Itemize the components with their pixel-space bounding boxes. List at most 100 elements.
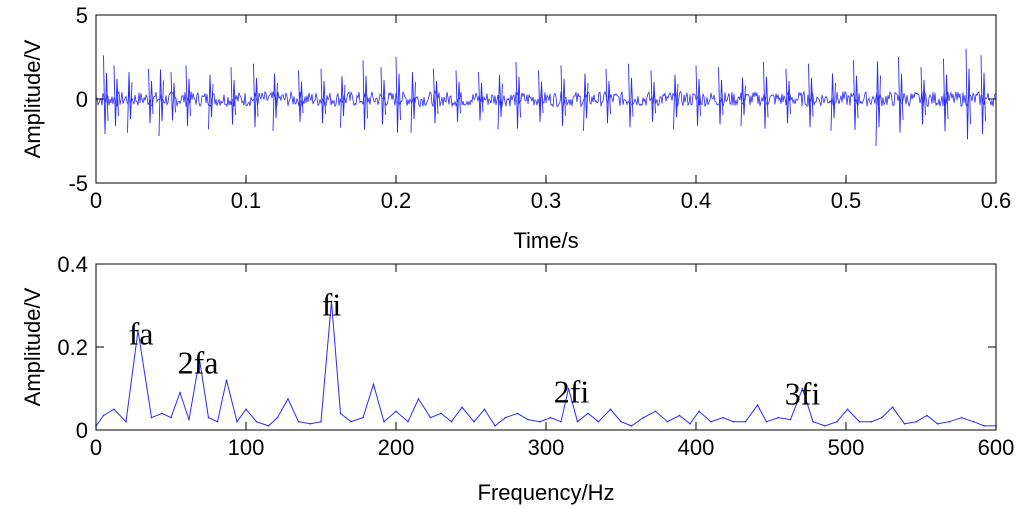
peak-label: fi [322,287,342,323]
y-ticks-time: 5 0 -5 [68,3,996,196]
spectrum-point [972,420,975,423]
signal-impulse [853,60,859,130]
spectrum-point [150,416,153,419]
x-tick-label: 0.5 [831,188,862,213]
spectrum-point [350,420,352,423]
spectrum-point [216,420,219,423]
plot-area-freq [95,263,997,431]
signal-impulse [965,48,971,140]
spectrum-point [320,420,322,423]
spectrum-point [440,412,442,415]
spectrum-point [915,420,918,423]
peak-annotations: fa 2fa fi 2fi 3fi [129,287,821,412]
spectrum-point [812,420,814,423]
signal-impulse [583,73,589,131]
spectrum-point [983,425,985,427]
spectrum-point [936,422,939,425]
spectrum-point [756,404,759,406]
spectrum-point [698,410,700,413]
spectrum-point [654,410,657,413]
spectrum-point [494,425,496,427]
spectrum-point [858,420,861,423]
y-tick-label: -5 [68,171,88,196]
spectrum-point [960,416,963,419]
spectrum-point [362,416,364,419]
spectrum-point [539,420,541,423]
peak-label: fa [129,316,154,352]
spectrum-point [504,416,507,419]
spectrum-point [642,416,645,419]
spectrum-series [95,300,997,427]
spectrum-point [732,420,735,423]
signal-impulse [650,70,656,122]
signal-impulse [478,72,484,121]
signal-impulse [673,74,679,130]
spectrum-point [207,416,210,419]
spectrum-point [372,383,375,386]
spectrum-point [330,300,333,303]
x-tick-label: 200 [378,435,415,460]
spectrum-point [846,408,849,411]
y-axis-label-freq: Amplitude/V [20,287,45,406]
spectrum-point [179,391,181,394]
spectrum-point [881,416,883,419]
spectrum-point [297,420,300,423]
spectrum-point [630,425,633,427]
spectrum-point [161,412,163,415]
signal-impulse [785,68,791,124]
spectrum-point [309,422,312,425]
y-axis-label-time: Amplitude/V [20,39,45,158]
y-tick-label: 0 [76,87,88,112]
signal-impulse [185,65,191,126]
spectrum-point [620,420,622,423]
signal-impulse [718,67,724,125]
signal-impulse [875,61,881,147]
spectrum-point [102,414,105,417]
x-tick-label: 0 [90,188,102,213]
signal-impulse [538,70,544,122]
x-tick-label: 0 [90,435,102,460]
spectrum-point [236,420,238,423]
y-tick-label: 0.2 [57,335,88,360]
spectrum-point [170,416,172,419]
x-ticks-freq: 0 100 200 300 400 500 600 [90,264,1014,460]
signal-impulse [920,67,926,125]
spectrum-point [429,416,432,419]
spectrum-point [722,416,724,419]
peak-label: 2fi [554,374,590,410]
signal-impulse [830,73,836,131]
x-tick-label: 400 [678,435,715,460]
spectrum-point [417,398,420,400]
spectrum-point [870,420,873,423]
spectrum-point [407,420,409,423]
spectrum-point [903,422,906,425]
signal-impulse [362,60,368,130]
spectrum-point [765,420,768,423]
signal-impulse [943,58,949,132]
signal-impulse [340,76,346,128]
spectrum-point [836,420,838,423]
x-tick-label: 300 [528,435,565,460]
spectrum-point [666,420,669,423]
signal-baseline-noise [95,90,997,108]
spectrum-point [609,408,612,411]
spectrum-line [95,301,996,427]
spectrum-point [567,387,570,390]
spectrum-point [678,414,681,417]
signal-impulse [158,69,164,136]
spectrum-point [287,398,289,400]
spectrum-point [560,420,562,423]
peak-label: 3fi [785,376,821,412]
signal-impulse [740,77,746,126]
x-ticks-time: 0 0.1 0.2 0.3 0.4 0.5 0.6 [90,15,1011,213]
spectrum-point [789,418,792,421]
spectrum-point [225,379,228,382]
x-tick-label: 500 [828,435,865,460]
spectrum-point [710,420,712,423]
x-tick-label: 0.2 [381,188,412,213]
signal-impulse [433,68,439,124]
spectrum-point [744,420,747,423]
y-ticks-freq: 0.4 0.2 0 [57,252,996,443]
time-signal-series [95,48,997,147]
